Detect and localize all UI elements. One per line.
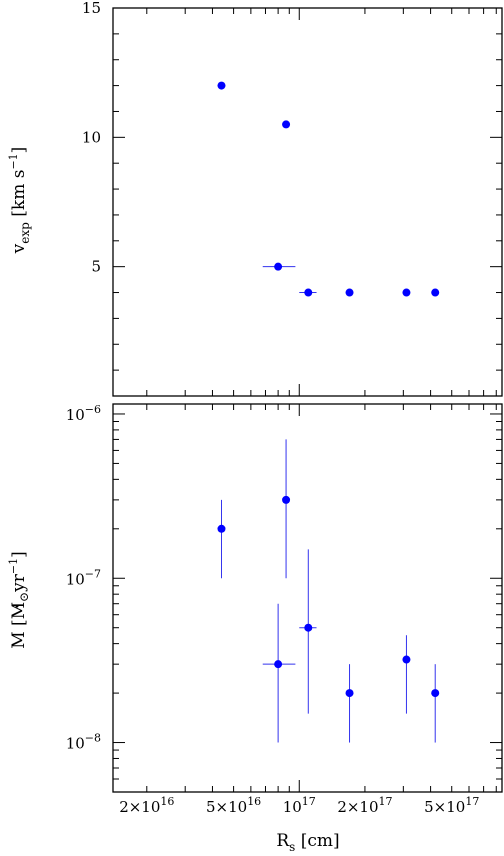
radius-axis-label: Rs [cm] bbox=[276, 831, 339, 854]
velocity-panel: 5 10 15 bbox=[82, 0, 503, 397]
mass-loss-tick-label: 10−6 bbox=[66, 403, 101, 424]
velocity-point-4 bbox=[345, 288, 354, 297]
velocity-tick-label: 5 bbox=[91, 258, 101, 276]
mass-loss-point-1 bbox=[282, 495, 291, 504]
radius-tick-label: 5×1016 bbox=[206, 795, 261, 816]
mass-loss-point-6 bbox=[431, 689, 440, 698]
velocity-tick-label: 10 bbox=[82, 128, 101, 146]
mass-loss-axis-label: M [M⊙yr−1] bbox=[7, 551, 31, 649]
mdot-dot bbox=[15, 604, 19, 608]
velocity-point-1 bbox=[282, 120, 291, 129]
velocity-point-0 bbox=[217, 81, 226, 90]
mass-loss-point-4 bbox=[345, 689, 354, 698]
velocity-tick-label: 15 bbox=[82, 0, 101, 17]
radius-tick-label: 2×1016 bbox=[119, 795, 174, 816]
mass-loss-tick-label: 10−8 bbox=[66, 732, 101, 753]
velocity-point-3 bbox=[304, 288, 313, 297]
radius-tick-label: 5×1017 bbox=[424, 795, 479, 816]
velocity-axis-label: vexp [km s−1] bbox=[7, 147, 32, 255]
velocity-point-2 bbox=[274, 262, 283, 271]
mass-loss-panel: 10−6 10−7 10−8 2×1016 5×1016 1017 2×1017 5×1017 bbox=[66, 403, 503, 816]
mass-loss-tick-label: 10−7 bbox=[66, 567, 101, 588]
mass-loss-point-3 bbox=[304, 623, 313, 632]
velocity-point-6 bbox=[431, 288, 440, 297]
radius-tick-label: 1017 bbox=[283, 795, 316, 816]
mass-loss-point-2 bbox=[274, 660, 283, 669]
radius-tick-label: 2×1017 bbox=[337, 795, 392, 816]
mass-loss-point-5 bbox=[402, 655, 411, 664]
velocity-point-5 bbox=[402, 288, 411, 297]
mass-loss-point-0 bbox=[217, 524, 226, 533]
velocity-frame bbox=[112, 7, 503, 397]
mass-loss-frame bbox=[112, 403, 503, 793]
